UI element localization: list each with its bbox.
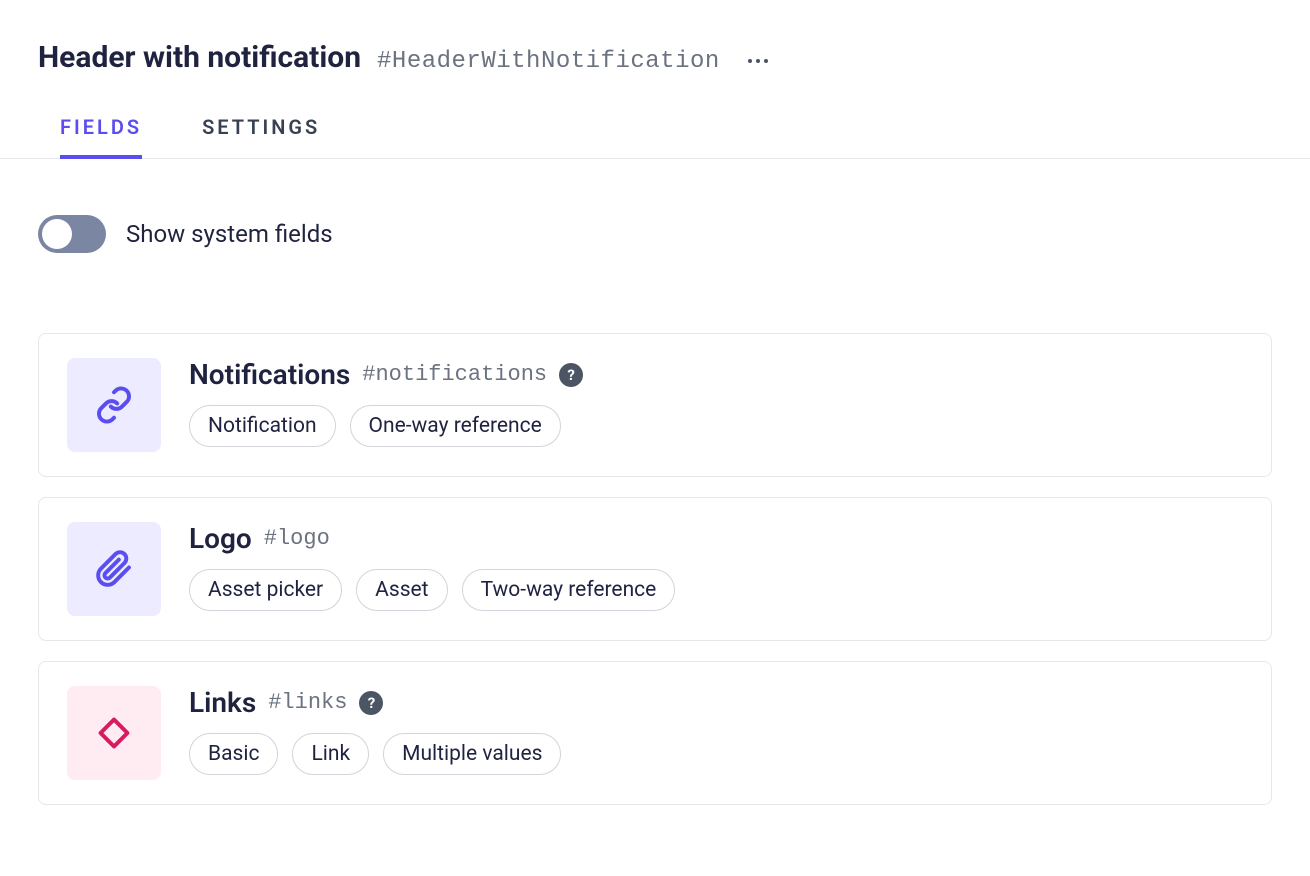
- field-title-row: Notifications #notifications ?: [189, 358, 1243, 391]
- field-body: Links #links ? Basic Link Multiple value…: [189, 686, 1243, 775]
- toggle-knob: [42, 219, 72, 249]
- field-body: Logo #logo Asset picker Asset Two-way re…: [189, 522, 1243, 611]
- link-icon: [67, 358, 161, 452]
- tab-bar: FIELDS SETTINGS: [0, 115, 1310, 159]
- field-tag: Asset picker: [189, 569, 342, 611]
- page-hash: #HeaderWithNotification: [377, 48, 720, 75]
- page-header: Header with notification #HeaderWithNoti…: [38, 40, 1272, 75]
- field-tag: Basic: [189, 733, 278, 775]
- field-hash: #notifications: [362, 362, 547, 387]
- help-icon[interactable]: ?: [359, 691, 383, 715]
- field-tag: Two-way reference: [462, 569, 676, 611]
- field-list: Notifications #notifications ? Notificat…: [38, 333, 1272, 805]
- field-title: Logo: [189, 522, 252, 555]
- field-title: Notifications: [189, 358, 350, 391]
- show-system-fields-toggle[interactable]: [38, 215, 106, 253]
- more-menu-button[interactable]: [748, 59, 768, 63]
- diamond-icon: [67, 686, 161, 780]
- field-tag: Asset: [356, 569, 447, 611]
- tag-row: Asset picker Asset Two-way reference: [189, 569, 1243, 611]
- controls-row: Show system fields: [38, 215, 1272, 253]
- tag-row: Notification One-way reference: [189, 405, 1243, 447]
- tag-row: Basic Link Multiple values: [189, 733, 1243, 775]
- help-icon[interactable]: ?: [559, 363, 583, 387]
- field-tag: Notification: [189, 405, 336, 447]
- field-tag: One-way reference: [350, 405, 561, 447]
- paperclip-icon: [67, 522, 161, 616]
- tab-settings[interactable]: SETTINGS: [202, 115, 320, 158]
- field-hash: #links: [268, 690, 347, 715]
- field-card-notifications[interactable]: Notifications #notifications ? Notificat…: [38, 333, 1272, 477]
- field-card-links[interactable]: Links #links ? Basic Link Multiple value…: [38, 661, 1272, 805]
- show-system-fields-label: Show system fields: [126, 220, 333, 248]
- field-title: Links: [189, 686, 256, 719]
- field-tag: Multiple values: [383, 733, 561, 775]
- page-title: Header with notification: [38, 40, 361, 75]
- field-tag: Link: [292, 733, 369, 775]
- field-title-row: Logo #logo: [189, 522, 1243, 555]
- field-hash: #logo: [264, 526, 330, 551]
- page-root: Header with notification #HeaderWithNoti…: [0, 0, 1310, 845]
- field-title-row: Links #links ?: [189, 686, 1243, 719]
- field-body: Notifications #notifications ? Notificat…: [189, 358, 1243, 447]
- field-card-logo[interactable]: Logo #logo Asset picker Asset Two-way re…: [38, 497, 1272, 641]
- tab-fields[interactable]: FIELDS: [60, 115, 142, 159]
